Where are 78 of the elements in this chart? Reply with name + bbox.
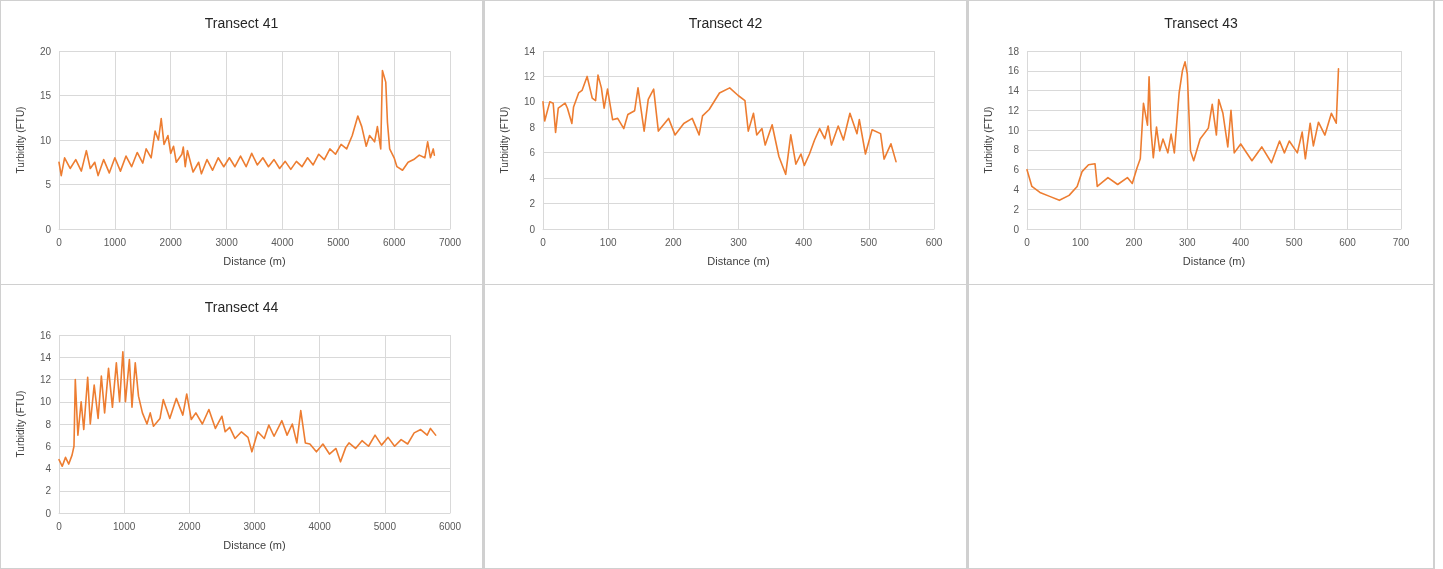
y-tick-label: 20 bbox=[39, 45, 52, 57]
chart-title: Transect 42 bbox=[688, 15, 763, 31]
y-tick-label: 10 bbox=[523, 96, 536, 108]
y-tick-label: 10 bbox=[39, 134, 52, 146]
y-tick-label: 12 bbox=[1007, 104, 1020, 116]
y-tick-label: 0 bbox=[1013, 223, 1020, 235]
y-axis-title: Turbidity (FTU) bbox=[982, 106, 994, 174]
y-tick-label: 14 bbox=[523, 45, 536, 57]
x-tick-label: 400 bbox=[1232, 236, 1250, 248]
x-tick-label: 2000 bbox=[178, 520, 201, 532]
x-axis-title: Distance (m) bbox=[223, 254, 286, 267]
y-tick-label: 8 bbox=[45, 418, 52, 430]
x-tick-label: 1000 bbox=[113, 520, 136, 532]
x-tick-label: 6000 bbox=[383, 236, 406, 248]
y-tick-label: 0 bbox=[45, 223, 52, 235]
y-tick-label: 0 bbox=[45, 507, 52, 519]
line-series bbox=[1026, 61, 1340, 202]
x-tick-label: 700 bbox=[1392, 236, 1410, 248]
x-tick-label: 3000 bbox=[243, 520, 267, 532]
y-tick-label: 14 bbox=[1007, 85, 1020, 97]
line-series bbox=[58, 350, 437, 468]
x-tick-label: 2000 bbox=[159, 236, 183, 248]
x-tick-label: 4000 bbox=[271, 236, 294, 248]
x-axis-title: Distance (m) bbox=[223, 538, 286, 551]
x-tick-label: 0 bbox=[56, 520, 63, 532]
y-tick-label: 2 bbox=[1013, 203, 1020, 215]
x-tick-label: 600 bbox=[1339, 236, 1357, 248]
y-tick-label: 16 bbox=[39, 329, 52, 341]
x-tick-label: 0 bbox=[1024, 236, 1031, 248]
x-tick-label: 100 bbox=[1072, 236, 1090, 248]
y-tick-label: 6 bbox=[529, 147, 536, 159]
x-tick-label: 100 bbox=[599, 236, 617, 248]
chart-title: Transect 41 bbox=[204, 15, 279, 31]
chart-title: Transect 44 bbox=[204, 299, 279, 315]
y-tick-label: 4 bbox=[529, 172, 536, 184]
y-axis-title: Turbidity (FTU) bbox=[498, 106, 510, 174]
y-tick-label: 10 bbox=[1007, 124, 1020, 136]
y-tick-label: 8 bbox=[529, 121, 536, 133]
x-tick-label: 7000 bbox=[438, 236, 462, 248]
x-tick-label: 500 bbox=[1285, 236, 1303, 248]
x-tick-label: 400 bbox=[795, 236, 813, 248]
y-tick-label: 4 bbox=[45, 463, 52, 474]
x-tick-label: 200 bbox=[664, 236, 683, 248]
x-tick-label: 500 bbox=[860, 236, 878, 248]
y-axis-title: Turbidity (FTU) bbox=[14, 390, 26, 458]
x-tick-label: 200 bbox=[1125, 236, 1143, 248]
y-tick-label: 12 bbox=[523, 70, 536, 82]
x-tick-label: 6000 bbox=[438, 520, 462, 532]
y-tick-label: 14 bbox=[39, 351, 52, 363]
y-tick-label: 6 bbox=[1013, 164, 1020, 176]
line-series bbox=[58, 69, 436, 177]
x-tick-label: 600 bbox=[925, 236, 943, 248]
y-tick-label: 2 bbox=[45, 485, 52, 497]
line-series bbox=[542, 74, 897, 176]
x-tick-label: 5000 bbox=[327, 236, 350, 248]
y-tick-label: 8 bbox=[1013, 144, 1020, 156]
y-tick-label: 15 bbox=[39, 90, 52, 101]
x-axis-title: Distance (m) bbox=[1182, 254, 1246, 267]
chart-title: Transect 43 bbox=[1164, 15, 1238, 31]
x-tick-label: 5000 bbox=[373, 520, 397, 532]
x-tick-label: 0 bbox=[540, 236, 547, 248]
x-tick-label: 300 bbox=[730, 236, 748, 248]
y-tick-label: 12 bbox=[39, 374, 52, 385]
x-tick-label: 4000 bbox=[308, 520, 332, 532]
y-tick-label: 6 bbox=[45, 440, 52, 452]
y-tick-label: 4 bbox=[1013, 183, 1020, 195]
y-tick-label: 2 bbox=[529, 198, 536, 210]
x-tick-label: 300 bbox=[1178, 236, 1197, 248]
y-tick-label: 5 bbox=[45, 179, 52, 190]
x-tick-label: 1000 bbox=[103, 236, 127, 248]
y-tick-label: 16 bbox=[1007, 65, 1020, 77]
x-tick-label: 0 bbox=[56, 236, 63, 248]
x-tick-label: 3000 bbox=[215, 236, 239, 248]
y-tick-label: 10 bbox=[39, 396, 52, 408]
y-tick-label: 18 bbox=[1007, 45, 1020, 57]
y-tick-label: 0 bbox=[529, 223, 536, 235]
y-axis-title: Turbidity (FTU) bbox=[14, 106, 26, 174]
x-axis-title: Distance (m) bbox=[707, 254, 770, 267]
